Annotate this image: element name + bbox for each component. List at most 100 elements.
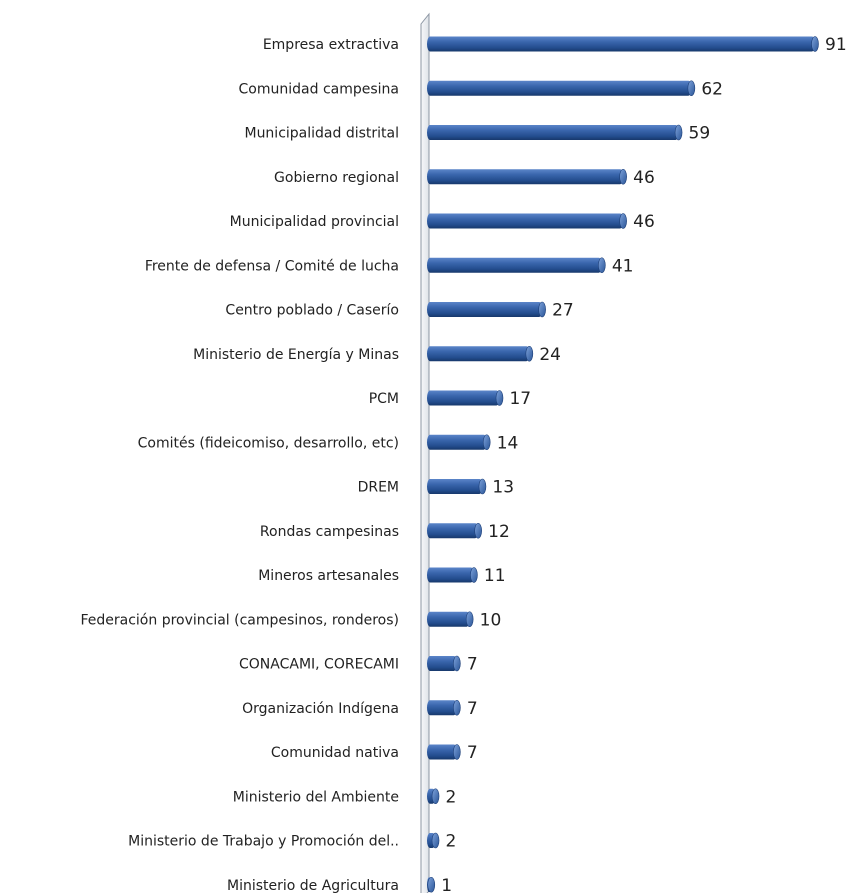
bar-cap	[453, 699, 461, 716]
category-label: Rondas campesinas	[260, 524, 399, 540]
bar-group: Ministerio de Agricultura 1	[227, 876, 452, 893]
bar	[427, 80, 692, 96]
value-label: 17	[509, 389, 531, 409]
bar-cap	[474, 522, 482, 539]
category-label: Empresa extractiva	[263, 37, 399, 53]
bar-cap	[525, 345, 534, 362]
bar-cap	[495, 390, 504, 406]
bar-cap	[478, 478, 487, 495]
bar-group: PCM 17	[369, 389, 531, 409]
value-label: 13	[492, 478, 514, 498]
bar-group: Municipalidad distrital 59	[244, 124, 710, 144]
bar-cap	[538, 301, 546, 318]
bar-cap	[482, 434, 491, 451]
bar-group: Ministerio del Ambiente 2	[233, 787, 457, 807]
bar-group: Comunidad nativa 7	[271, 743, 478, 763]
value-label: 91	[825, 35, 847, 55]
category-label: Ministerio de Trabajo y Promoción del..	[128, 834, 399, 850]
bar	[427, 700, 457, 716]
category-label: Municipalidad provincial	[230, 214, 399, 230]
bar	[427, 567, 474, 583]
bar-group: CONACAMI, CORECAMI 7	[239, 655, 478, 675]
bar-group: Rondas campesinas 12	[260, 522, 510, 542]
bar-group: Comunidad campesina 62	[239, 79, 723, 99]
category-label: Comunidad nativa	[271, 745, 399, 761]
value-label: 41	[612, 256, 634, 276]
value-label: 12	[488, 522, 510, 542]
bar-group: Mineros artesanales 11	[258, 566, 505, 586]
value-label: 46	[633, 168, 655, 188]
bar	[427, 523, 479, 539]
value-label: 59	[689, 124, 711, 144]
category-label: Municipalidad distrital	[244, 126, 399, 142]
category-label: Frente de defensa / Comité de lucha	[145, 258, 399, 274]
bar	[427, 656, 457, 671]
value-label: 1	[441, 876, 452, 893]
value-label: 11	[484, 566, 506, 586]
category-label: Comités (fideicomiso, desarrollo, etc)	[138, 435, 399, 451]
bar-group: Gobierno regional 46	[274, 168, 655, 188]
bar	[427, 744, 457, 760]
bar-group: Centro poblado / Caserío 27	[225, 301, 573, 321]
bar-group: Comités (fideicomiso, desarrollo, etc) 14	[138, 433, 519, 453]
category-label: Comunidad campesina	[239, 81, 399, 97]
category-label: Mineros artesanales	[258, 568, 399, 584]
bar-cap	[453, 655, 461, 672]
bar-cap	[619, 213, 627, 229]
bar-group: Frente de defensa / Comité de lucha 41	[145, 256, 634, 276]
bar	[427, 390, 500, 406]
axis-wall-panel	[420, 12, 430, 893]
bar	[427, 125, 679, 140]
bar-cap	[619, 168, 627, 185]
value-label: 62	[701, 79, 723, 99]
category-label: Ministerio de Agricultura	[227, 878, 399, 893]
bar-group: Federación provincial (campesinos, ronde…	[80, 610, 501, 630]
bar-group: Empresa extractiva 91	[263, 35, 847, 55]
value-label: 14	[497, 433, 519, 453]
category-label: PCM	[369, 391, 399, 407]
category-label: Ministerio del Ambiente	[233, 789, 399, 805]
value-label: 7	[467, 699, 478, 719]
bar	[427, 434, 487, 450]
bar-cap	[465, 611, 474, 628]
bar-group: Ministerio de Trabajo y Promoción del.. 2	[128, 832, 456, 852]
category-label: Organización Indígena	[242, 701, 399, 717]
bar	[427, 346, 530, 362]
bar	[427, 213, 624, 229]
bars-group: Empresa extractiva 91 Comunidad campesina 6…	[80, 35, 846, 893]
value-label: 7	[467, 655, 478, 675]
bar-cap	[674, 124, 683, 141]
bar-group: Ministerio de Energía y Minas 24	[193, 345, 561, 365]
bar-cap	[470, 567, 478, 583]
value-label: 2	[446, 787, 457, 807]
value-label: 24	[539, 345, 561, 365]
bar	[427, 479, 483, 494]
value-label: 27	[552, 301, 574, 321]
bar-cap	[427, 876, 436, 893]
value-label: 7	[467, 743, 478, 763]
bar	[427, 36, 815, 52]
category-label: CONACAMI, CORECAMI	[239, 657, 399, 673]
bar	[427, 169, 624, 185]
bar	[427, 611, 470, 627]
bar-cap	[431, 788, 440, 805]
category-label: Ministerio de Energía y Minas	[193, 347, 399, 363]
axis-wall	[420, 12, 430, 893]
bar-cap	[598, 257, 606, 274]
bar-cap	[811, 36, 819, 52]
bar-group: DREM 13	[358, 478, 515, 498]
value-label: 10	[480, 610, 502, 630]
bar-cap	[453, 744, 461, 760]
bar-group: Municipalidad provincial 46	[230, 212, 655, 232]
bar-group: Organización Indígena 7	[242, 699, 478, 719]
category-label: Federación provincial (campesinos, ronde…	[80, 612, 399, 628]
value-label: 2	[446, 832, 457, 852]
bar	[427, 302, 543, 317]
category-label: DREM	[358, 480, 399, 496]
value-label: 46	[633, 212, 655, 232]
bar-cap	[431, 832, 440, 849]
bar	[427, 257, 602, 273]
bar-cap	[687, 80, 696, 97]
category-label: Gobierno regional	[274, 170, 399, 186]
